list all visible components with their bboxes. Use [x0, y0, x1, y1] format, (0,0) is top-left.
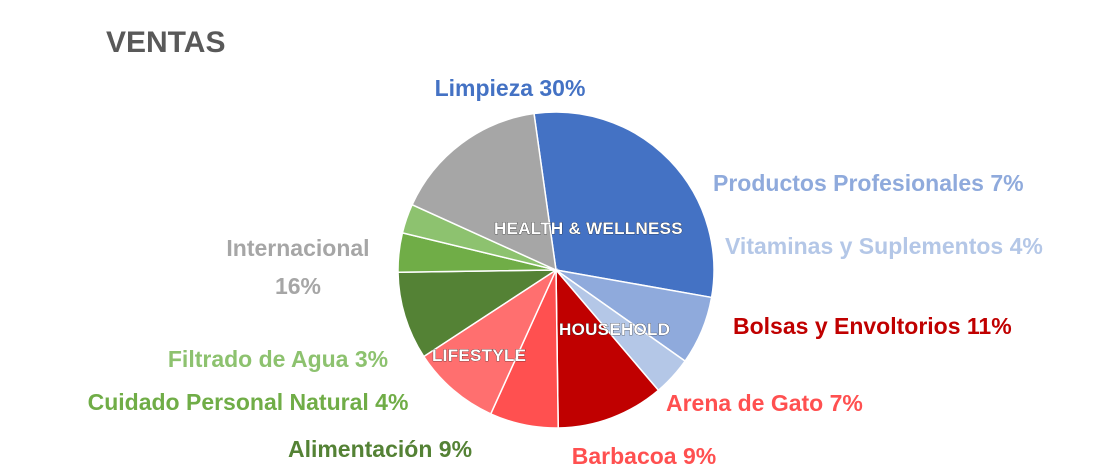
slice-label-bolsas-y-envoltorios: Bolsas y Envoltorios 11% [733, 313, 1012, 339]
group-label-lifestyle: LIFESTYLE [432, 346, 526, 365]
pie-slice-bolsas-y-envoltorios [555, 267, 660, 429]
slice-label-filtrado-de-agua: Filtrado de Agua 3% [168, 346, 388, 372]
chart-title: VENTAS [106, 26, 225, 59]
group-label-health-wellness: HEALTH & WELLNESS [494, 219, 683, 238]
slice-label-limpieza: Limpieza 30% [435, 75, 586, 101]
slice-label-cuidado-personal-natural: Cuidado Personal Natural 4% [88, 389, 409, 415]
slice-label-barbacoa: Barbacoa 9% [572, 443, 716, 469]
pie-slice-alimentaci-n [397, 269, 559, 358]
slice-label-productos-profesionales: Productos Profesionales 7% [713, 170, 1024, 196]
slice-label-vitaminas-y-suplementos: Vitaminas y Suplementos 4% [725, 233, 1043, 259]
group-label-household: HOUSEHOLD [559, 320, 670, 339]
slice-label-internacional: Internacional 16% [226, 235, 369, 299]
pie-slice-barbacoa [422, 267, 558, 415]
group-labels: HEALTH & WELLNESS HOUSEHOLD LIFESTYLE [432, 219, 683, 366]
pie-slice-limpieza [533, 111, 715, 299]
pie-slice-internacional [411, 112, 557, 272]
pie-slices [397, 111, 715, 429]
slice-label-alimentaci-n: Alimentación 9% [288, 436, 472, 462]
slice-labels: Limpieza 30% Productos Profesionales 7% Vi… [88, 75, 1043, 469]
slice-label-arena-de-gato: Arena de Gato 7% [666, 390, 863, 416]
